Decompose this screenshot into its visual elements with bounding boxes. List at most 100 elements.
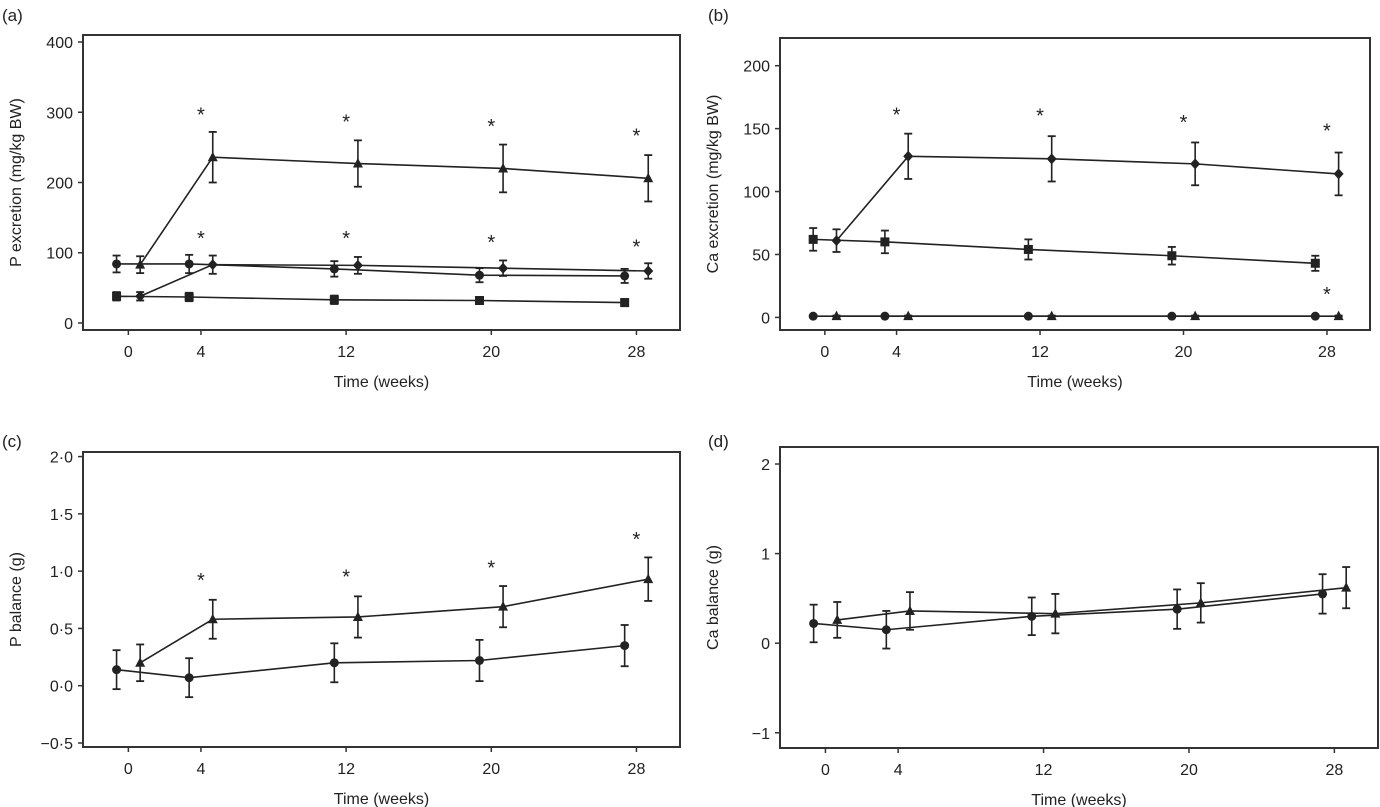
significance-asterisk: * [633, 125, 641, 147]
series-triangle [832, 566, 1352, 639]
significance-asterisk: * [342, 567, 350, 589]
panel-b: (b) 0 50 100 150 200 0 4 12 20 28 Time (weeks) Ca ex… [705, 6, 1371, 391]
panel-label: (d) [708, 432, 729, 451]
data-point-triangle [643, 172, 654, 183]
y-tick-label: 0 [64, 316, 73, 333]
data-point-circle [1027, 611, 1037, 621]
series-circle [809, 573, 1328, 650]
data-point-square [474, 296, 484, 305]
series-triangle [135, 131, 654, 275]
x-tick-label: 20 [1175, 344, 1193, 361]
data-point-square [1310, 258, 1320, 268]
data-point-circle [809, 618, 819, 628]
data-point-circle [474, 656, 484, 666]
y-tick-label: 50 [752, 247, 770, 264]
data-point-triangle [135, 657, 146, 667]
x-tick-label: 0 [820, 344, 829, 361]
data-point-square [620, 298, 630, 308]
y-tick-label: −0·5 [41, 736, 74, 753]
y-tick-label: 400 [46, 35, 73, 52]
y-tick-label: −1 [752, 726, 770, 743]
significance-asterisk: * [197, 570, 205, 592]
data-point-triangle [831, 310, 842, 321]
data-point-triangle [903, 310, 914, 321]
significance-asterisk: * [1036, 106, 1044, 128]
y-axis-label: Ca balance (g) [705, 545, 722, 650]
data-point-square [329, 295, 339, 305]
y-tick-label: 200 [46, 176, 73, 193]
significance-asterisk: * [1323, 121, 1331, 143]
y-tick-label: 200 [743, 59, 770, 76]
y-axis-label: P excretion (mg/kg BW) [8, 98, 25, 267]
data-point-diamond [643, 265, 654, 277]
data-point-triangle [1341, 582, 1352, 592]
data-point-circle [329, 658, 339, 668]
x-tick-label: 0 [124, 761, 133, 778]
series-line [139, 263, 649, 298]
data-point-triangle [832, 614, 843, 624]
panel-a: (a) 0 100 200 300 400 0 4 12 20 28 Time (weeks) P ex… [2, 6, 681, 391]
data-point-circle [1172, 604, 1182, 614]
data-point-circle [620, 271, 630, 281]
data-point-diamond [352, 259, 363, 271]
y-tick-label: 1·0 [50, 564, 73, 581]
data-point-triangle [643, 573, 654, 584]
significance-asterisk: * [633, 529, 641, 551]
data-point-diamond [831, 235, 842, 247]
x-tick-label: 28 [1325, 762, 1343, 779]
significance-asterisk: * [197, 104, 205, 126]
data-point-triangle [1050, 608, 1061, 618]
data-point-triangle [498, 162, 509, 173]
data-point-triangle [1333, 310, 1344, 321]
significance-asterisk: * [197, 228, 205, 250]
data-point-square [184, 292, 194, 302]
x-axis-label: Time (weeks) [334, 791, 429, 807]
series-circle [112, 253, 630, 284]
x-tick-label: 20 [1180, 762, 1198, 779]
data-point-diamond [1046, 153, 1057, 165]
data-point-diamond [903, 150, 914, 162]
x-tick-label: 4 [894, 762, 903, 779]
data-point-circle [184, 259, 194, 269]
data-point-triangle [1190, 310, 1201, 321]
data-point-circle [881, 625, 891, 635]
series-line [835, 155, 1339, 242]
y-tick-label: 100 [743, 185, 770, 202]
panel-label: (b) [708, 6, 729, 25]
data-point-triangle [207, 613, 218, 624]
data-point-square [1167, 251, 1177, 261]
y-tick-label: 0·5 [50, 621, 73, 638]
data-point-circle [1318, 589, 1328, 599]
x-tick-label: 4 [892, 344, 901, 361]
data-point-diamond [1333, 168, 1344, 180]
data-point-square [1023, 244, 1033, 254]
series-line [139, 156, 649, 266]
data-point-triangle [498, 601, 509, 611]
x-axis-label: Time (weeks) [334, 374, 429, 391]
x-tick-label: 28 [628, 761, 646, 778]
data-point-diamond [207, 259, 218, 271]
data-point-circle [474, 270, 484, 280]
x-tick-label: 20 [482, 344, 500, 361]
panel-c: (c) −0·5 0·0 0·5 1·0 1·5 2·0 0 4 12 20 28 Time (week… [2, 432, 681, 807]
significance-asterisk: * [633, 236, 641, 258]
significance-asterisk: * [893, 104, 901, 126]
panel-label: (c) [2, 432, 22, 451]
data-point-circle [808, 311, 818, 321]
series-line [116, 644, 625, 679]
x-tick-label: 20 [482, 761, 500, 778]
x-axis-label: Time (weeks) [1031, 792, 1126, 807]
data-point-triangle [1046, 310, 1057, 321]
plot-frame [82, 34, 681, 331]
x-axis-label: Time (weeks) [1027, 374, 1122, 391]
series-square [808, 227, 1320, 272]
data-point-diamond [498, 262, 509, 274]
x-tick-label: 0 [124, 344, 133, 361]
series-square [112, 291, 630, 308]
data-point-triangle [904, 605, 915, 615]
significance-asterisk: * [487, 116, 495, 138]
data-point-square [112, 291, 122, 301]
data-point-triangle [207, 151, 218, 162]
